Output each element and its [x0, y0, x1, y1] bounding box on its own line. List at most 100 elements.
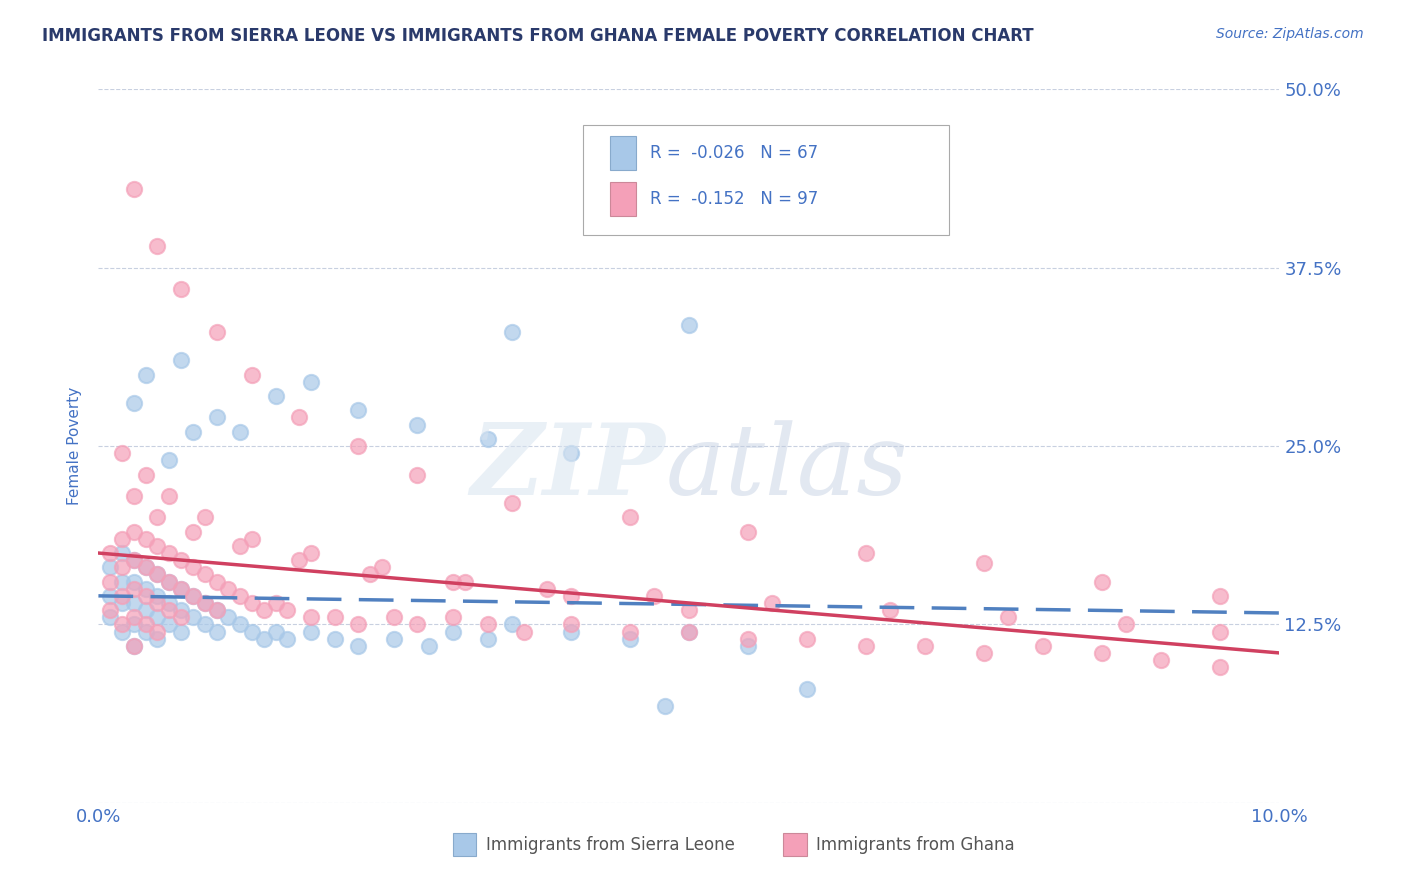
- Point: [146, 589, 169, 603]
- Point: [205, 574, 228, 589]
- Point: [441, 574, 464, 589]
- Point: [477, 432, 499, 446]
- Point: [453, 574, 475, 589]
- Point: [170, 582, 193, 596]
- Point: [170, 582, 193, 596]
- Point: [111, 574, 134, 589]
- Point: [194, 596, 217, 610]
- Point: [1209, 624, 1232, 639]
- Point: [111, 624, 134, 639]
- Point: [146, 610, 169, 624]
- Point: [796, 632, 818, 646]
- Text: Source: ZipAtlas.com: Source: ZipAtlas.com: [1216, 27, 1364, 41]
- Point: [560, 624, 582, 639]
- Point: [240, 532, 263, 546]
- Point: [347, 403, 370, 417]
- Point: [98, 589, 121, 603]
- Point: [240, 624, 263, 639]
- Point: [264, 596, 287, 610]
- Point: [111, 532, 134, 546]
- Point: [135, 560, 157, 574]
- Point: [654, 698, 676, 713]
- Point: [135, 617, 157, 632]
- Point: [678, 624, 700, 639]
- Point: [276, 632, 298, 646]
- Point: [157, 617, 180, 632]
- Point: [560, 589, 582, 603]
- Point: [347, 617, 370, 632]
- Point: [855, 639, 877, 653]
- Point: [276, 603, 298, 617]
- Point: [229, 539, 252, 553]
- Point: [1209, 589, 1232, 603]
- Point: [217, 582, 239, 596]
- Point: [111, 596, 134, 610]
- Point: [879, 603, 901, 617]
- Point: [240, 596, 263, 610]
- Point: [501, 496, 523, 510]
- Point: [135, 560, 157, 574]
- Point: [146, 624, 169, 639]
- Point: [253, 632, 276, 646]
- Bar: [610, 136, 636, 169]
- Point: [135, 368, 157, 382]
- Point: [1115, 617, 1137, 632]
- Point: [441, 610, 464, 624]
- Point: [157, 546, 180, 560]
- Point: [406, 417, 429, 432]
- Point: [135, 624, 157, 639]
- Point: [122, 582, 145, 596]
- Text: ZIP: ZIP: [471, 419, 665, 516]
- Point: [973, 556, 995, 570]
- Point: [299, 624, 322, 639]
- Point: [264, 624, 287, 639]
- Point: [761, 596, 783, 610]
- Point: [323, 632, 346, 646]
- Point: [371, 560, 394, 574]
- Point: [299, 546, 322, 560]
- Point: [122, 596, 145, 610]
- Point: [146, 510, 169, 524]
- Point: [146, 632, 169, 646]
- Point: [122, 610, 145, 624]
- Point: [323, 610, 346, 624]
- Point: [382, 610, 405, 624]
- Point: [643, 589, 665, 603]
- Point: [170, 353, 193, 368]
- Point: [170, 282, 193, 296]
- Point: [560, 617, 582, 632]
- Point: [406, 617, 429, 632]
- Point: [146, 567, 169, 582]
- Point: [194, 596, 217, 610]
- Point: [135, 467, 157, 482]
- Point: [194, 567, 217, 582]
- Bar: [783, 833, 807, 856]
- Point: [111, 617, 134, 632]
- Point: [914, 639, 936, 653]
- Point: [678, 603, 700, 617]
- Point: [299, 375, 322, 389]
- Point: [122, 639, 145, 653]
- Point: [229, 425, 252, 439]
- Point: [111, 589, 134, 603]
- Point: [418, 639, 440, 653]
- Point: [146, 567, 169, 582]
- Point: [157, 453, 180, 467]
- Point: [181, 589, 204, 603]
- Point: [135, 532, 157, 546]
- Point: [855, 546, 877, 560]
- Point: [98, 603, 121, 617]
- Point: [157, 574, 180, 589]
- Point: [997, 610, 1019, 624]
- Point: [240, 368, 263, 382]
- Point: [205, 624, 228, 639]
- Bar: [610, 182, 636, 217]
- Point: [157, 596, 180, 610]
- Point: [1032, 639, 1054, 653]
- Point: [111, 546, 134, 560]
- Point: [146, 239, 169, 253]
- Point: [501, 617, 523, 632]
- Point: [122, 617, 145, 632]
- Point: [157, 603, 180, 617]
- Point: [181, 610, 204, 624]
